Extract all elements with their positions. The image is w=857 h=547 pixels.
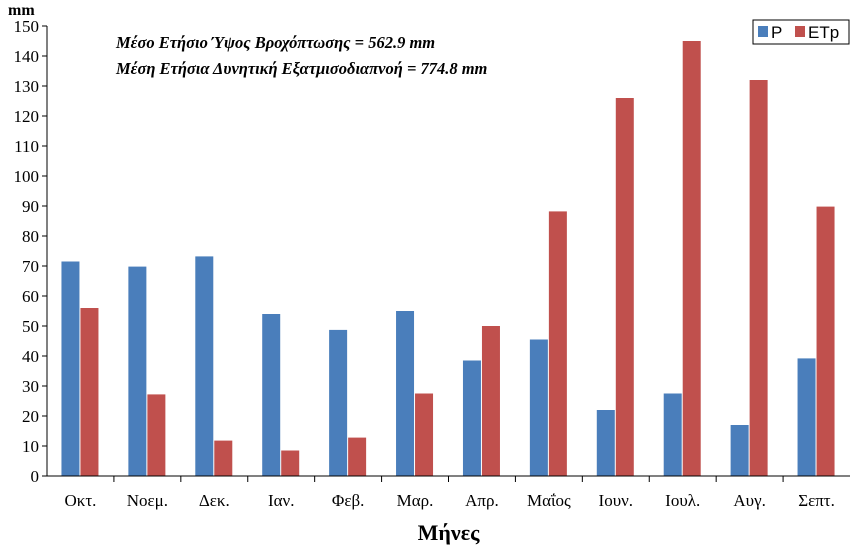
y-tick-label: 130 <box>14 77 40 96</box>
bar-etp <box>816 206 835 476</box>
y-tick-label: 0 <box>31 467 40 486</box>
legend-label-etp: ETp <box>808 23 839 42</box>
y-tick-label: 100 <box>14 167 40 186</box>
bar-p <box>195 256 214 476</box>
x-tick-label: Δεκ. <box>199 491 230 510</box>
bar-etp <box>682 41 701 476</box>
annotation-evapotranspiration: Μέση Ετήσια Δυνητική Εξατμισοδιαπνοή = 7… <box>115 59 488 78</box>
bar-p <box>529 339 548 476</box>
bar-etp <box>80 308 99 476</box>
y-tick-label: 110 <box>14 137 39 156</box>
bar-p <box>262 314 281 476</box>
legend: P ETp <box>752 19 850 45</box>
bars <box>61 41 835 476</box>
y-tick-label: 150 <box>14 17 40 36</box>
bar-p <box>396 311 415 476</box>
bar-etp <box>214 440 233 476</box>
x-tick-label: Νοεμ. <box>127 491 168 510</box>
x-tick-label: Αυγ. <box>733 491 765 510</box>
bar-etp <box>615 98 634 476</box>
bar-p <box>329 329 348 476</box>
bar-etp <box>147 394 166 476</box>
legend-swatch-etp <box>795 26 805 37</box>
y-tick-label: 40 <box>22 347 39 366</box>
legend-label-p: P <box>771 23 782 42</box>
y-tick-label: 90 <box>22 197 39 216</box>
y-tick-label: 80 <box>22 227 39 246</box>
bar-etp <box>548 211 567 476</box>
bar-etp <box>481 326 500 476</box>
x-tick-label: Απρ. <box>465 491 499 510</box>
bar-p <box>596 410 615 476</box>
bar-p <box>61 261 80 476</box>
y-tick-label: 140 <box>14 47 40 66</box>
bar-p <box>462 360 481 476</box>
bar-p <box>797 358 816 476</box>
bar-p <box>730 425 749 476</box>
x-tick-label: Ιουν. <box>599 491 634 510</box>
y-tick-label: 120 <box>14 107 40 126</box>
y-tick-label: 30 <box>22 377 39 396</box>
bar-etp <box>749 80 768 476</box>
x-tick-label: Ιαν. <box>268 491 295 510</box>
bar-p <box>128 266 147 476</box>
x-tick-label: Ιουλ. <box>665 491 700 510</box>
x-tick-label: Σεπτ. <box>798 491 835 510</box>
annotation-rainfall: Μέσο Ετήσιο Ύψος Βροχόπτωσης = 562.9 mm <box>115 33 435 52</box>
y-tick-label: 50 <box>22 317 39 336</box>
y-tick-label: 60 <box>22 287 39 306</box>
legend-swatch-p <box>758 26 768 37</box>
bar-etp <box>348 437 367 476</box>
y-axis-unit-label: mm <box>8 2 35 19</box>
y-tick-label: 20 <box>22 407 39 426</box>
bar-p <box>663 393 682 476</box>
x-tick-label: Μαρ. <box>397 491 434 510</box>
x-axis: Οκτ. Νοεμ. Δεκ. Ιαν. Φεβ. Μαρ. Απρ. Μαΐος Ιουν. Ι… <box>47 475 850 510</box>
bar-etp <box>281 450 300 476</box>
y-axis: 0 10 20 30 40 50 60 70 80 90 100 110 120 130 140 150 <box>14 17 48 486</box>
x-tick-label: Φεβ. <box>332 491 364 510</box>
x-tick-label: Μαΐος <box>527 491 571 510</box>
bar-etp <box>415 393 434 476</box>
x-axis-title: Μήνες <box>418 520 480 545</box>
y-tick-label: 70 <box>22 257 39 276</box>
y-tick-label: 10 <box>22 437 39 456</box>
x-tick-label: Οκτ. <box>64 491 96 510</box>
